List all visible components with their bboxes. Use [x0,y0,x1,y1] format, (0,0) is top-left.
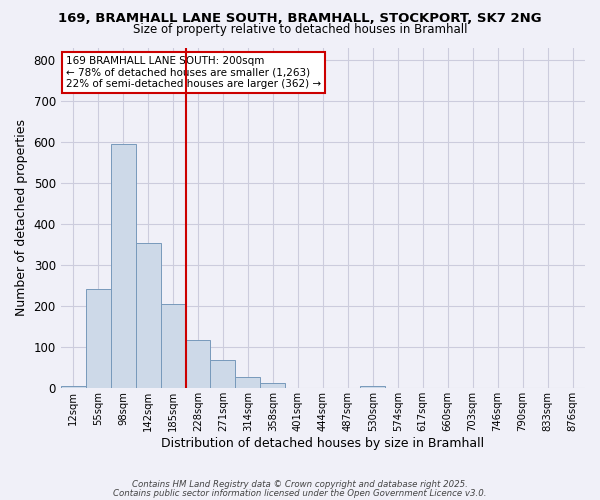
Bar [136,242,161,388]
Text: 169 BRAMHALL LANE SOUTH: 200sqm
← 78% of detached houses are smaller (1,263)
22%: 169 BRAMHALL LANE SOUTH: 200sqm ← 78% of… [66,56,321,89]
Bar [260,382,286,388]
Bar [211,360,235,388]
Bar [360,386,385,388]
Text: Contains HM Land Registry data © Crown copyright and database right 2025.: Contains HM Land Registry data © Crown c… [132,480,468,489]
Bar [235,377,260,388]
Bar [61,386,86,388]
Bar [185,340,211,388]
Bar [110,144,136,388]
Bar [161,304,185,388]
Text: 169, BRAMHALL LANE SOUTH, BRAMHALL, STOCKPORT, SK7 2NG: 169, BRAMHALL LANE SOUTH, BRAMHALL, STOC… [58,12,542,26]
Text: Size of property relative to detached houses in Bramhall: Size of property relative to detached ho… [133,22,467,36]
Text: Contains public sector information licensed under the Open Government Licence v3: Contains public sector information licen… [113,488,487,498]
Y-axis label: Number of detached properties: Number of detached properties [15,120,28,316]
X-axis label: Distribution of detached houses by size in Bramhall: Distribution of detached houses by size … [161,437,484,450]
Bar [86,289,110,388]
